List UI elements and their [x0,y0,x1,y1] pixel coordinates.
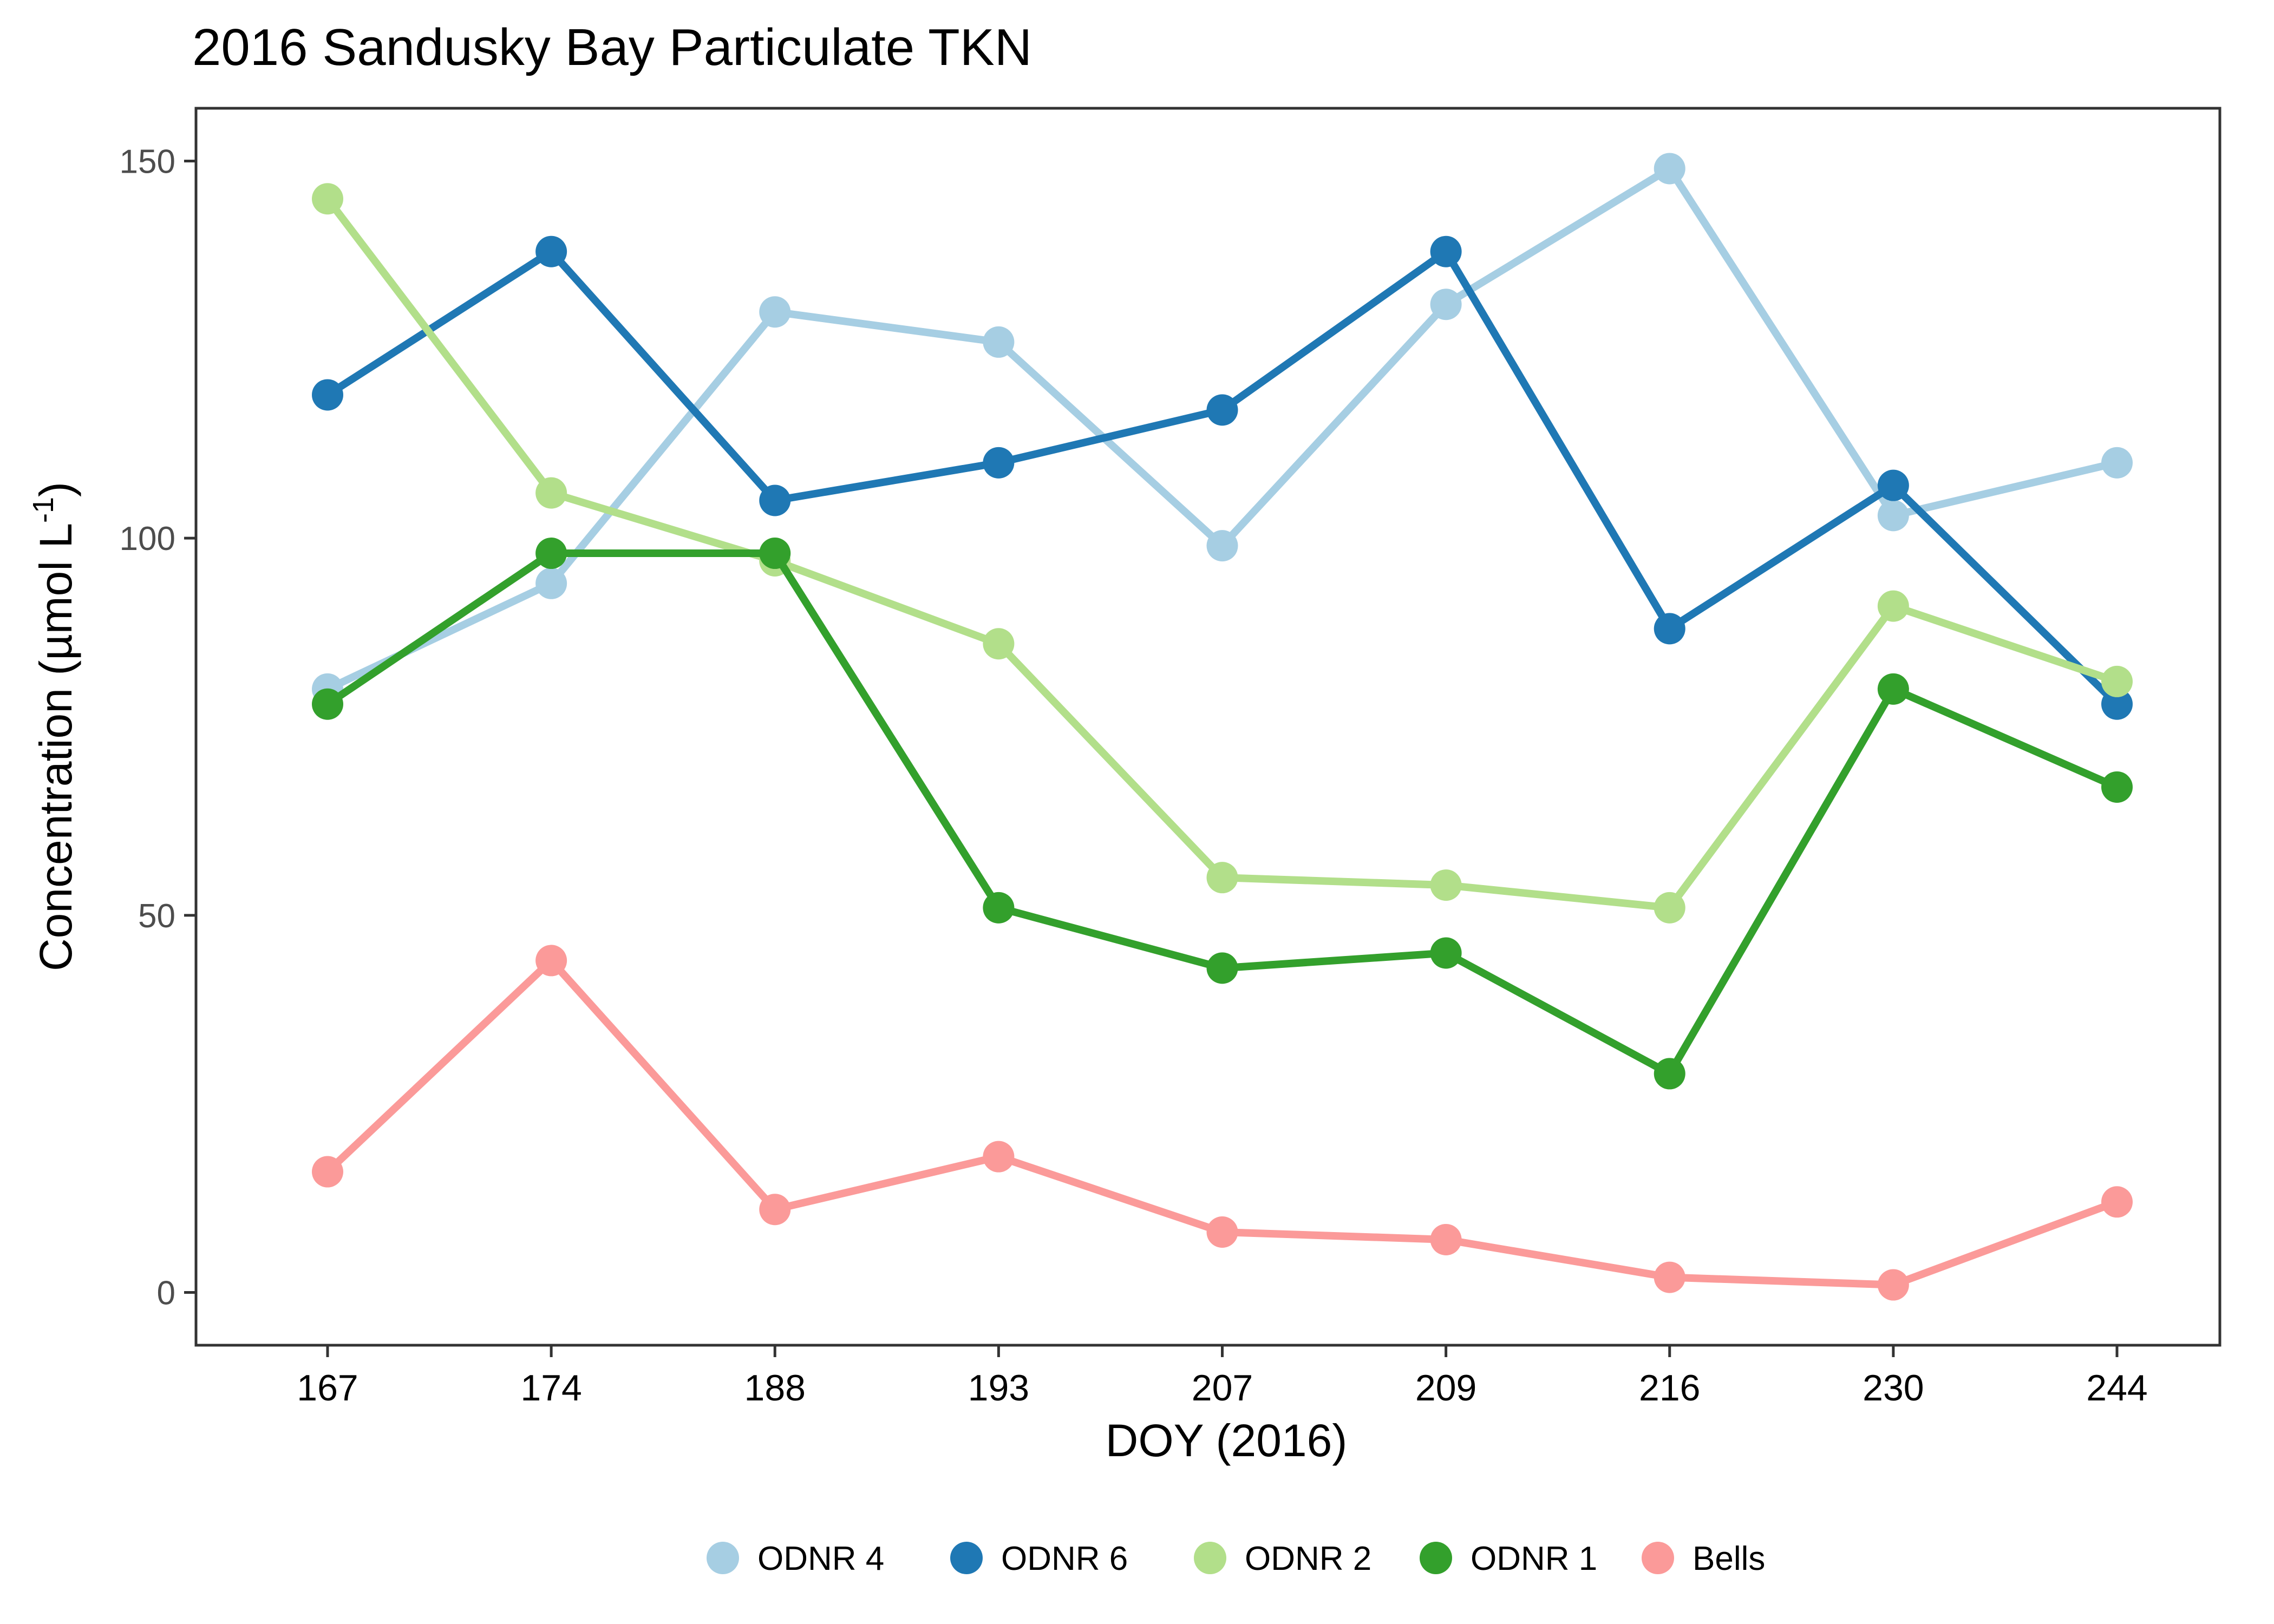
series-layer [312,153,2133,1301]
data-point [1654,1058,1685,1090]
y-axis-title-superscript: -1 [27,497,60,523]
data-point [983,326,1015,358]
data-point [1430,235,1462,267]
legend-label: ODNR 6 [1001,1540,1128,1577]
data-point [759,538,791,569]
x-tick-label: 216 [1639,1367,1700,1409]
legend-label: ODNR 1 [1471,1540,1597,1577]
data-point [1206,862,1238,894]
data-point [312,183,343,215]
y-tick-label: 50 [138,898,175,935]
legend-label: Bells [1693,1540,1765,1577]
legend-key [1642,1542,1674,1574]
data-point [535,945,567,977]
data-point [535,477,567,509]
x-tick-label: 188 [744,1367,806,1409]
data-point [1206,952,1238,984]
x-tick-label: 174 [520,1367,581,1409]
y-tick-label: 150 [120,143,175,181]
data-point [1877,500,1909,532]
data-point [1430,289,1462,320]
data-point [983,447,1015,479]
legend-key [1420,1542,1452,1574]
series-bells [312,945,2133,1301]
data-point [1654,613,1685,645]
legend-key [707,1542,739,1574]
y-tick-label: 0 [157,1274,175,1312]
legend: ODNR 4 ODNR 6 ODNR 2 ODNR 1 Bells [707,1540,1765,1577]
data-point [1877,469,1909,501]
data-point [312,1156,343,1188]
y-axis-title: Concentration (µmol L-1) [27,482,81,971]
data-point [1654,153,1685,185]
data-point [1654,892,1685,924]
data-point [2101,1186,2133,1218]
chart-title: 2016 Sandusky Bay Particulate TKN [192,18,1032,76]
data-point [1430,937,1462,969]
data-point [2101,665,2133,697]
data-point [1430,1223,1462,1255]
data-point [1206,1216,1238,1248]
x-axis-title: DOY (2016) [1106,1415,1348,1466]
data-point [1877,673,1909,705]
x-tick-label: 207 [1192,1367,1253,1409]
x-tick-label: 244 [2086,1367,2147,1409]
series-odnr-1 [312,538,2133,1090]
y-axis: 0 50 100 150 [120,143,196,1312]
data-point [312,379,343,411]
y-tick-label: 100 [120,520,175,558]
data-point [759,484,791,516]
y-axis-title-suffix: ) [30,482,81,497]
x-axis: 167 174 188 193 207 209 216 230 244 [297,1345,2148,1409]
data-point [983,892,1015,924]
y-axis-title-prefix: Concentration (µmol L [30,523,81,971]
data-point [1206,530,1238,562]
data-point [2101,447,2133,479]
x-tick-label: 167 [297,1367,358,1409]
data-point [983,628,1015,660]
legend-label: ODNR 2 [1245,1540,1371,1577]
data-point [759,1194,791,1226]
x-tick-label: 193 [968,1367,1029,1409]
data-point [1206,394,1238,426]
series-odnr-4 [312,153,2133,705]
data-point [1877,590,1909,622]
legend-label: ODNR 4 [757,1540,884,1577]
legend-key [1194,1542,1226,1574]
data-point [535,567,567,599]
data-point [1654,1261,1685,1293]
series-odnr-6 [312,235,2133,720]
data-point [1430,869,1462,901]
data-point [535,235,567,267]
data-point [759,296,791,328]
data-point [2101,688,2133,720]
data-point [1877,1269,1909,1301]
data-point [312,688,343,720]
data-point [983,1141,1015,1173]
x-tick-label: 209 [1415,1367,1476,1409]
x-tick-label: 230 [1863,1367,1924,1409]
data-point [2101,771,2133,803]
plot-panel [194,107,2221,1347]
legend-key [950,1542,983,1574]
data-point [535,538,567,569]
